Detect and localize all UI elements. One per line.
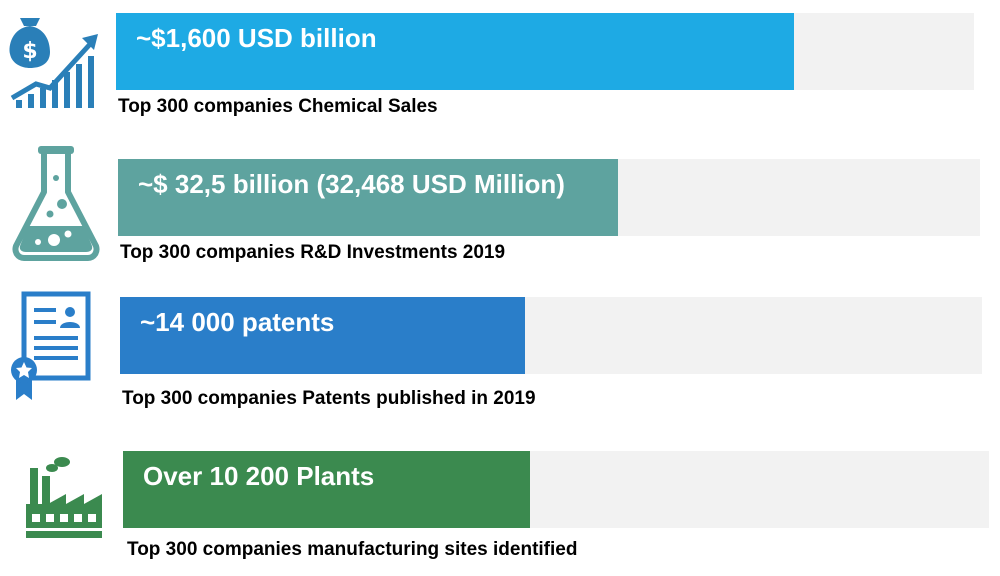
bar-fill: Over 10 200 Plants — [123, 451, 530, 528]
certificate-icon — [11, 291, 91, 400]
bar-value-label: Over 10 200 Plants — [143, 461, 375, 491]
bar-track: Over 10 200 Plants — [123, 451, 989, 528]
bar-value-label: ~$ 32,5 billion (32,468 USD Million) — [138, 169, 565, 199]
bar-track: ~14 000 patents — [120, 297, 982, 374]
money-bag-growth-icon: $ — [9, 18, 98, 108]
bar-caption: Top 300 companies Chemical Sales — [118, 96, 438, 117]
bar-value-label: ~$1,600 USD billion — [136, 23, 377, 53]
bar-caption: Top 300 companies Patents published in 2… — [122, 388, 536, 409]
svg-text:$: $ — [22, 39, 37, 64]
bar-fill: ~14 000 patents — [120, 297, 525, 374]
bar-track: ~$ 32,5 billion (32,468 USD Million) — [118, 159, 980, 236]
bar-caption: Top 300 companies R&D Investments 2019 — [120, 242, 506, 263]
bar-fill: ~$1,600 USD billion — [116, 13, 794, 90]
bar-value-label: ~14 000 patents — [140, 307, 335, 337]
bar-caption: Top 300 companies manufacturing sites id… — [127, 539, 578, 560]
factory-icon — [26, 457, 102, 538]
bar-fill: ~$ 32,5 billion (32,468 USD Million) — [118, 159, 618, 236]
bar-track: ~$1,600 USD billion — [116, 13, 974, 90]
flask-icon — [12, 146, 100, 261]
